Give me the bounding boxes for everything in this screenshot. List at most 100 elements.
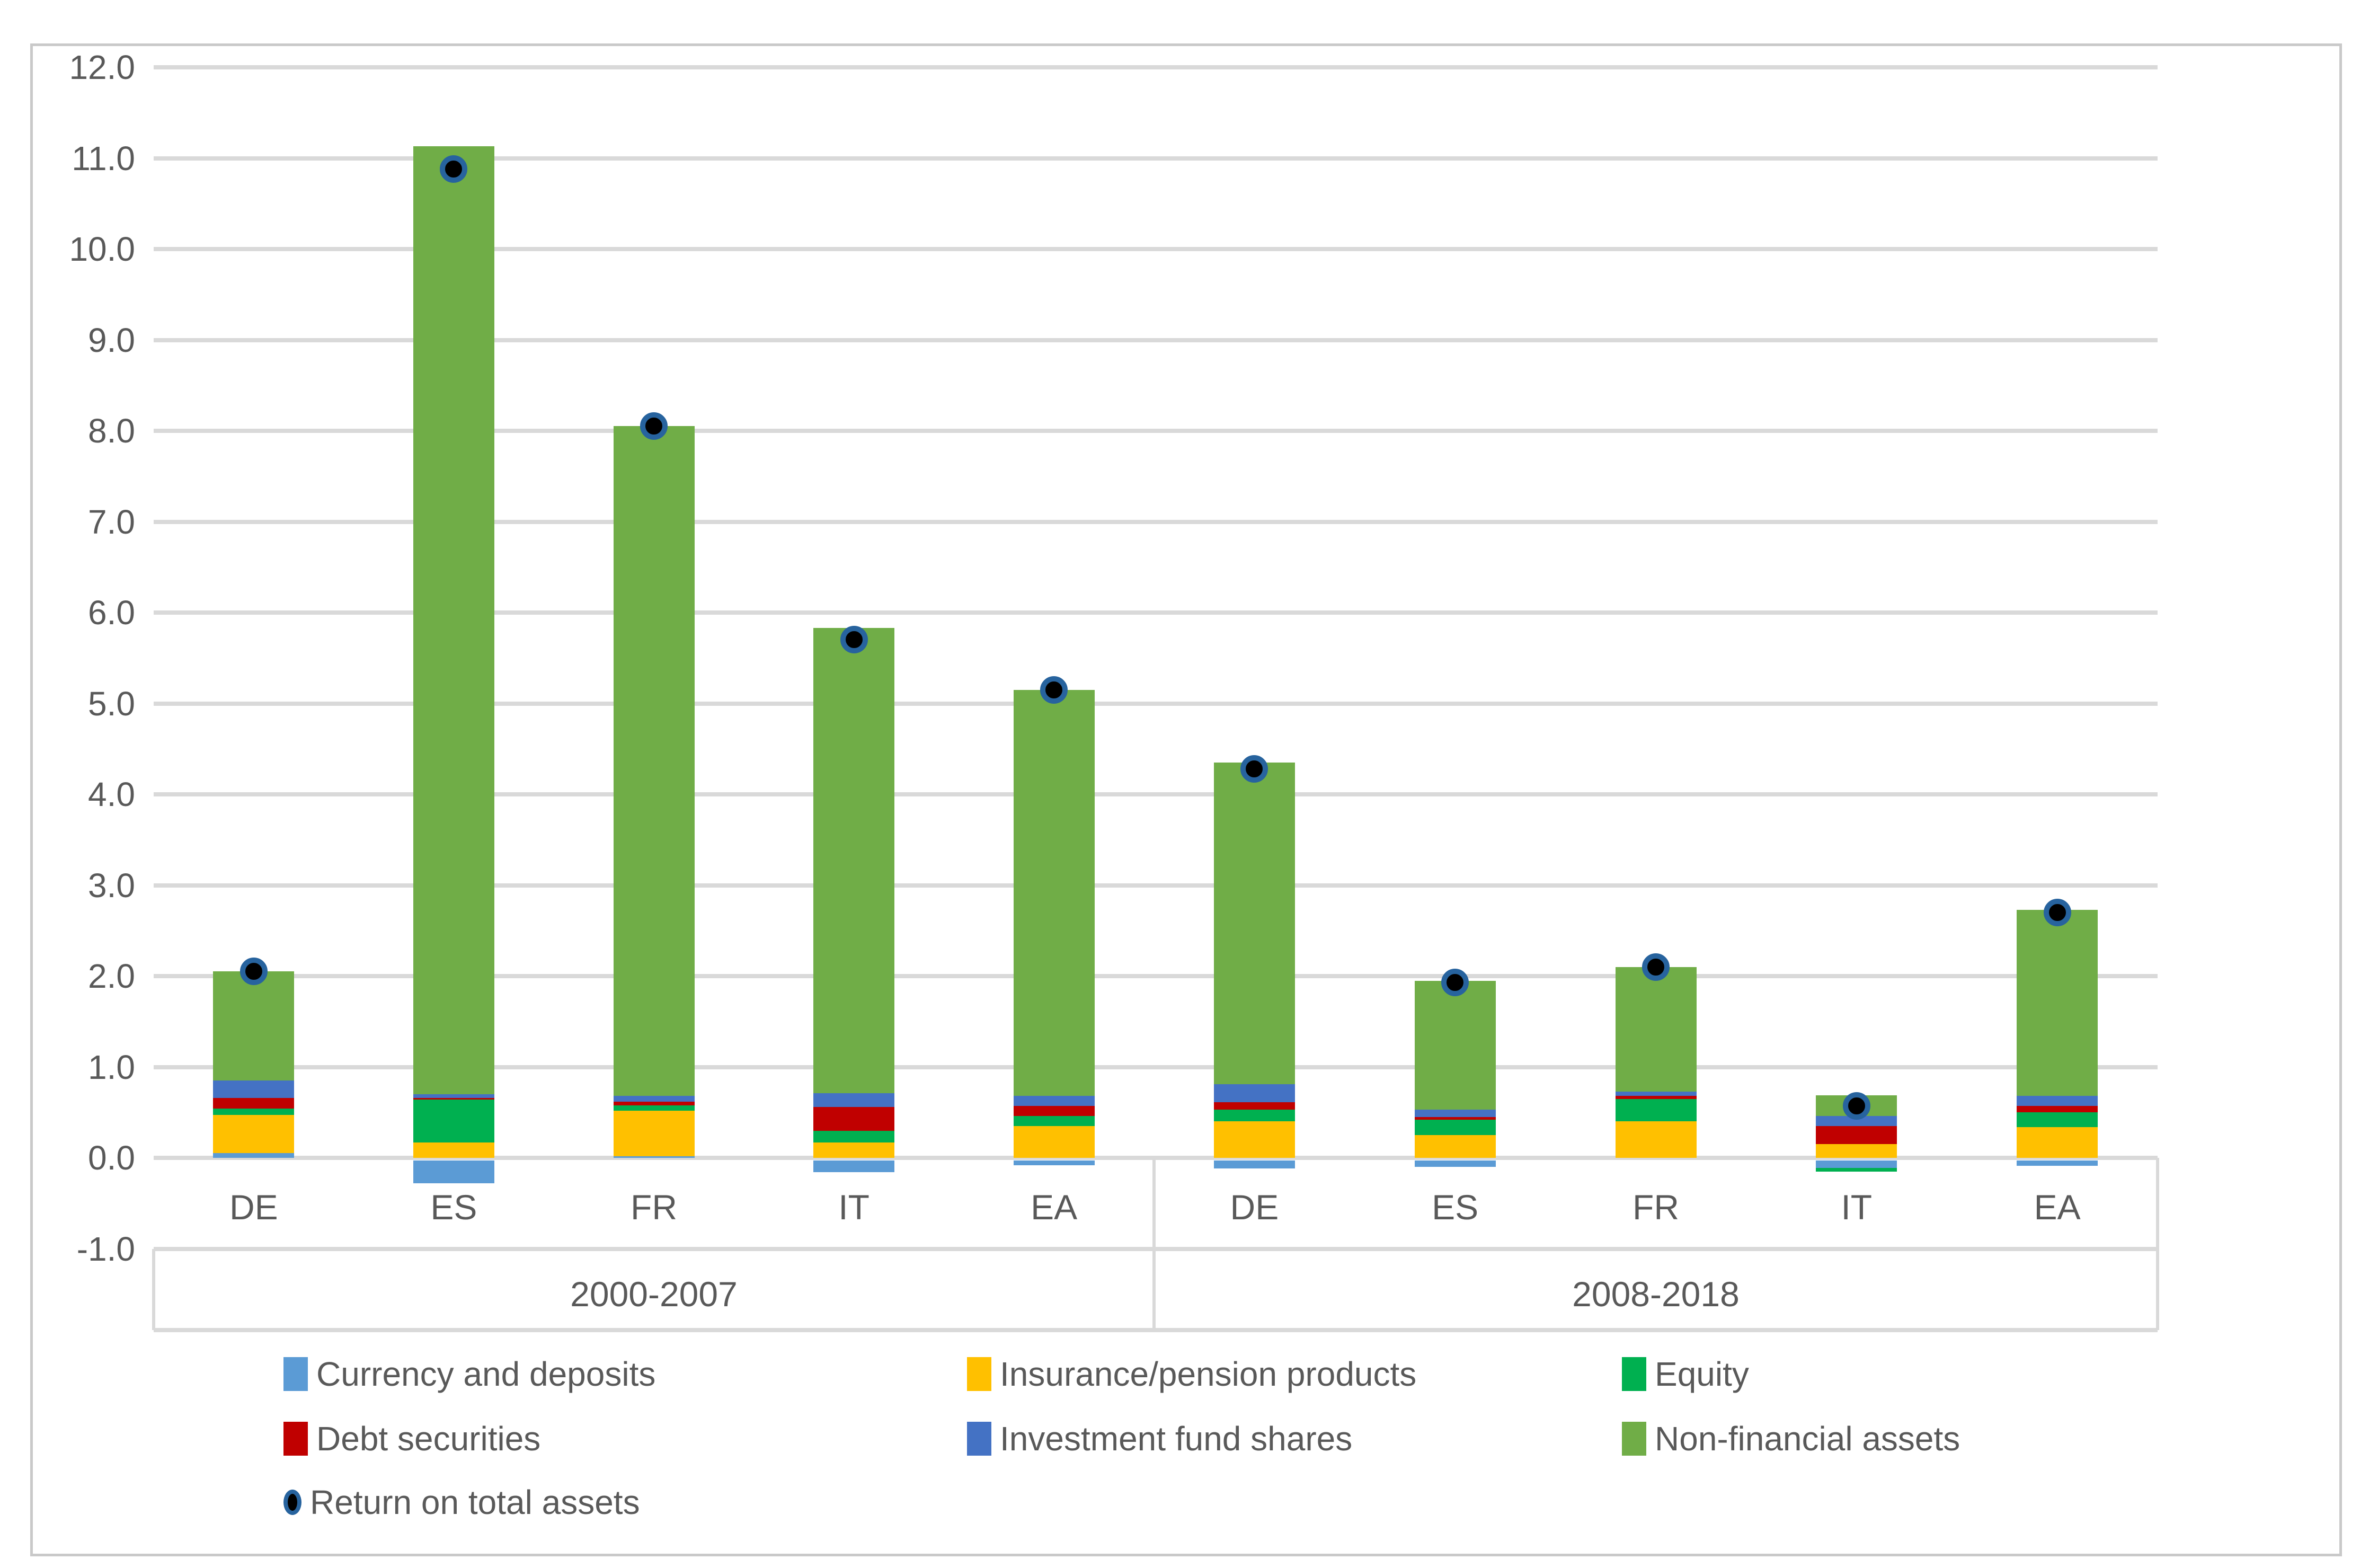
category-label: FR (1632, 1188, 1679, 1227)
bar-segment (813, 1142, 895, 1158)
y-axis-tick-label: 10.0 (69, 230, 135, 268)
return-marker (1441, 969, 1469, 996)
bar-segment (2017, 1112, 2098, 1127)
return-marker (440, 155, 468, 183)
return-marker-legend-icon (283, 1490, 301, 1515)
y-gridline (154, 610, 2158, 615)
bar-segment (613, 1101, 695, 1105)
bar-segment (1816, 1126, 1897, 1145)
bar-segment (213, 971, 295, 1081)
y-axis-tick-label: 11.0 (72, 139, 135, 178)
series-swatch-icon (283, 1422, 308, 1456)
return-marker (1642, 953, 1670, 981)
series-swatch-icon (1622, 1422, 1646, 1456)
y-gridline (154, 65, 2158, 69)
y-axis-tick-label: 12.0 (69, 48, 135, 86)
bar-segment (1816, 1161, 1897, 1168)
legend-label: Debt securities (316, 1420, 541, 1458)
bar-segment (1615, 1099, 1697, 1122)
bar-segment (213, 1097, 295, 1109)
bar-segment (1816, 1116, 1897, 1126)
legend-item: Equity (1622, 1356, 1749, 1393)
y-axis-tick-label: -1.0 (76, 1229, 135, 1268)
return-marker (2043, 898, 2071, 926)
legend-label: Non-financial assets (1655, 1420, 1960, 1458)
y-axis-tick-label: 5.0 (88, 684, 135, 723)
legend-label: Equity (1655, 1355, 1749, 1393)
bar-segment (1414, 1119, 1496, 1136)
bar-segment (813, 1130, 895, 1142)
y-gridline (154, 519, 2158, 524)
category-label: ES (430, 1188, 477, 1227)
axis-divider-line (154, 1246, 2158, 1251)
bar-segment (613, 1110, 695, 1156)
category-label: EA (2034, 1188, 2081, 1227)
bar-segment (1013, 1096, 1095, 1106)
return-marker (1040, 676, 1068, 704)
legend-item: Debt securities (283, 1420, 540, 1457)
y-gridline (154, 247, 2158, 251)
return-marker (1240, 755, 1268, 783)
series-swatch-icon (967, 1422, 991, 1456)
bar-segment (1414, 1110, 1496, 1117)
return-marker (1842, 1092, 1870, 1120)
y-gridline (154, 792, 2158, 796)
bar-segment (213, 1109, 295, 1115)
y-gridline (154, 701, 2158, 706)
bar-segment (413, 1094, 494, 1098)
bar-segment (1615, 1091, 1697, 1096)
category-label: IT (838, 1188, 869, 1227)
y-axis-tick-label: 3.0 (88, 866, 135, 905)
legend-label: Currency and deposits (316, 1355, 656, 1393)
bar-segment (1213, 762, 1295, 1085)
series-swatch-icon (1622, 1357, 1646, 1391)
bar-segment (2017, 1106, 2098, 1113)
bar-segment (1414, 980, 1496, 1110)
legend-item: Insurance/pension products (967, 1356, 1416, 1393)
y-axis-tick-label: 8.0 (88, 412, 135, 450)
bar-segment (2017, 1161, 2098, 1166)
bar-segment (1414, 1135, 1496, 1158)
bar-segment (1213, 1110, 1295, 1122)
category-label: DE (229, 1188, 278, 1227)
bar-segment (813, 628, 895, 1094)
bar-segment (813, 1161, 895, 1173)
y-gridline (154, 429, 2158, 433)
bar-segment (1615, 1096, 1697, 1099)
bar-segment (1414, 1161, 1496, 1167)
bar-segment (1615, 1121, 1697, 1158)
bar-segment (1213, 1121, 1295, 1158)
series-swatch-icon (283, 1357, 308, 1391)
legend-label: Investment fund shares (1000, 1420, 1353, 1458)
bar-segment (613, 1105, 695, 1111)
y-axis-tick-label: 4.0 (88, 775, 135, 813)
bar-segment (1213, 1084, 1295, 1103)
legend-label: Insurance/pension products (1000, 1355, 1417, 1393)
legend-item: Return on total assets (283, 1484, 640, 1521)
bar-segment (613, 1156, 695, 1158)
y-axis-tick-label: 7.0 (88, 502, 135, 541)
bar-segment (813, 1093, 895, 1107)
bar-segment (1816, 1144, 1897, 1158)
axis-bottom-line (154, 1328, 2158, 1332)
bar-segment (413, 1142, 494, 1158)
axis-mid-border (1152, 1158, 1156, 1330)
bar-segment (613, 426, 695, 1096)
bar-segment (413, 1100, 494, 1142)
bar-segment (613, 1096, 695, 1102)
bar-segment (1013, 1126, 1095, 1158)
bar-segment (213, 1115, 295, 1154)
category-label: DE (1230, 1188, 1279, 1227)
bar-segment (1013, 1161, 1095, 1165)
bar-segment (1615, 967, 1697, 1092)
legend-item: Non-financial assets (1622, 1420, 1960, 1457)
series-swatch-icon (967, 1357, 991, 1391)
bar-segment (1414, 1117, 1496, 1120)
y-axis-tick-label: 9.0 (88, 321, 135, 359)
legend-item: Currency and deposits (283, 1356, 655, 1393)
bar-segment (1816, 1167, 1897, 1172)
bar-segment (413, 1097, 494, 1100)
bar-segment (413, 1161, 494, 1183)
axis-right-border (2156, 1158, 2159, 1330)
bar-segment (2017, 909, 2098, 1096)
